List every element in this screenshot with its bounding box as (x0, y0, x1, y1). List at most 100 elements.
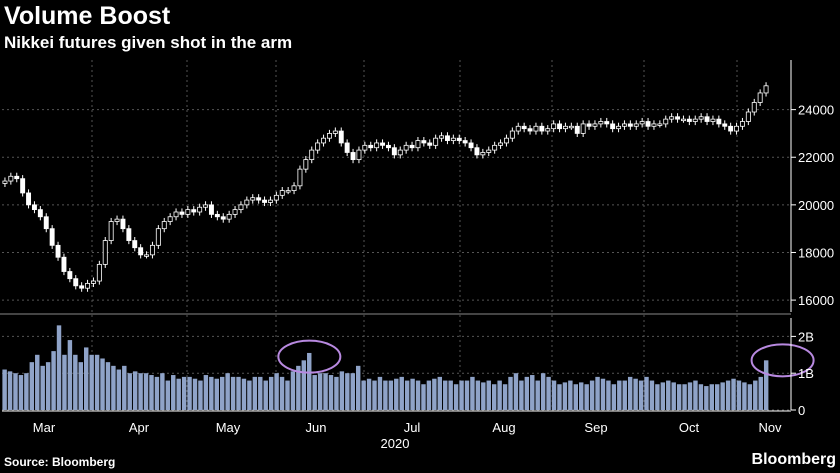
volume-bar (361, 380, 366, 410)
candle-body (456, 137, 462, 141)
volume-bar (2, 369, 7, 410)
candle-body (509, 130, 515, 139)
volume-bar (410, 378, 415, 410)
candle-body (238, 204, 244, 211)
volume-bar (497, 380, 502, 410)
volume-bar (160, 373, 165, 410)
volume-bar (307, 352, 312, 410)
volume-bar (453, 384, 459, 410)
candle-body (474, 147, 480, 156)
candle-body (492, 144, 498, 151)
candle-body (621, 123, 627, 127)
candle-body (468, 142, 474, 149)
volume-bar (627, 376, 633, 410)
volume-bar (519, 380, 524, 410)
source-note: Source: Bloomberg (4, 455, 116, 469)
volume-bar (171, 375, 176, 410)
candle-body (415, 140, 421, 149)
chart-title: Volume Boost (4, 2, 171, 30)
volume-bar (198, 380, 203, 410)
candle-body (427, 142, 433, 146)
candle-body (627, 123, 633, 127)
volume-bar (45, 362, 51, 410)
volume-bar (415, 380, 421, 410)
volume-bar (78, 362, 83, 410)
volume-bar (350, 373, 355, 410)
candle-body (728, 125, 734, 132)
volume-bar (638, 380, 644, 410)
price-tick-label: 16000 (798, 293, 834, 308)
volume-bar (725, 380, 731, 410)
candle-body (368, 144, 374, 149)
volume-bar (89, 354, 94, 410)
candle-body (102, 240, 108, 265)
candle-body (173, 211, 179, 218)
candle-body (533, 125, 539, 132)
volume-bar (720, 382, 725, 410)
candle-body (486, 149, 492, 153)
candle-body (722, 123, 728, 127)
candle-body (96, 263, 102, 282)
volume-bar (437, 376, 443, 410)
volume-bar (546, 376, 551, 410)
candle-body (521, 125, 527, 130)
candle-body (279, 190, 285, 196)
candle-body (149, 244, 155, 256)
volume-bar (24, 373, 29, 410)
volume-bar (448, 380, 453, 410)
candle-body (138, 247, 144, 256)
candle-body (751, 102, 757, 113)
candle-body (686, 118, 692, 122)
volume-bar (372, 380, 377, 410)
volume-bar (742, 382, 747, 410)
candle-body (191, 209, 197, 213)
volume-bar (209, 376, 214, 410)
candle-body (604, 121, 610, 125)
volume-bar (573, 384, 579, 410)
candle-body (480, 152, 486, 156)
highlight-ellipse (750, 343, 815, 378)
volume-bar (579, 382, 584, 410)
volume-bar (143, 373, 149, 410)
candle-body (592, 123, 598, 127)
volume-bar (557, 384, 562, 410)
volume-bar (366, 378, 372, 410)
candle-body (2, 180, 8, 184)
candle-body (108, 221, 114, 241)
volume-bar (704, 386, 709, 410)
candle-body (580, 123, 586, 134)
volume-bar (763, 360, 769, 410)
volume-bar (176, 378, 181, 410)
volume-bar (736, 380, 742, 410)
volume-bar (18, 375, 24, 410)
volume-bar (693, 380, 698, 410)
volume-bar (127, 373, 132, 410)
candle-body (220, 216, 226, 220)
volume-bar (181, 376, 187, 410)
candle-body (380, 142, 386, 146)
volume-bar (67, 340, 73, 410)
candle-body (321, 137, 327, 144)
candle-body (462, 140, 468, 144)
candle-body (374, 142, 380, 149)
volume-bar (312, 375, 317, 410)
candle-body (114, 218, 120, 222)
volume-series (2, 325, 769, 410)
volume-bar (540, 373, 546, 410)
volume-bar (301, 360, 307, 410)
candle-body (297, 168, 303, 187)
x-tick-label: Sep (584, 420, 607, 435)
volume-bar (317, 373, 323, 410)
x-tick-label: May (216, 420, 241, 435)
volume-bar (83, 347, 89, 410)
candle-body (185, 209, 191, 215)
volume-bar (606, 380, 611, 410)
candle-body (557, 123, 563, 130)
candle-body (61, 256, 67, 272)
volume-bar (421, 384, 426, 410)
volume-bar (426, 380, 432, 410)
x-axis-label: 2020 (381, 436, 410, 451)
volume-bar (551, 380, 557, 410)
candle-body (710, 118, 716, 122)
